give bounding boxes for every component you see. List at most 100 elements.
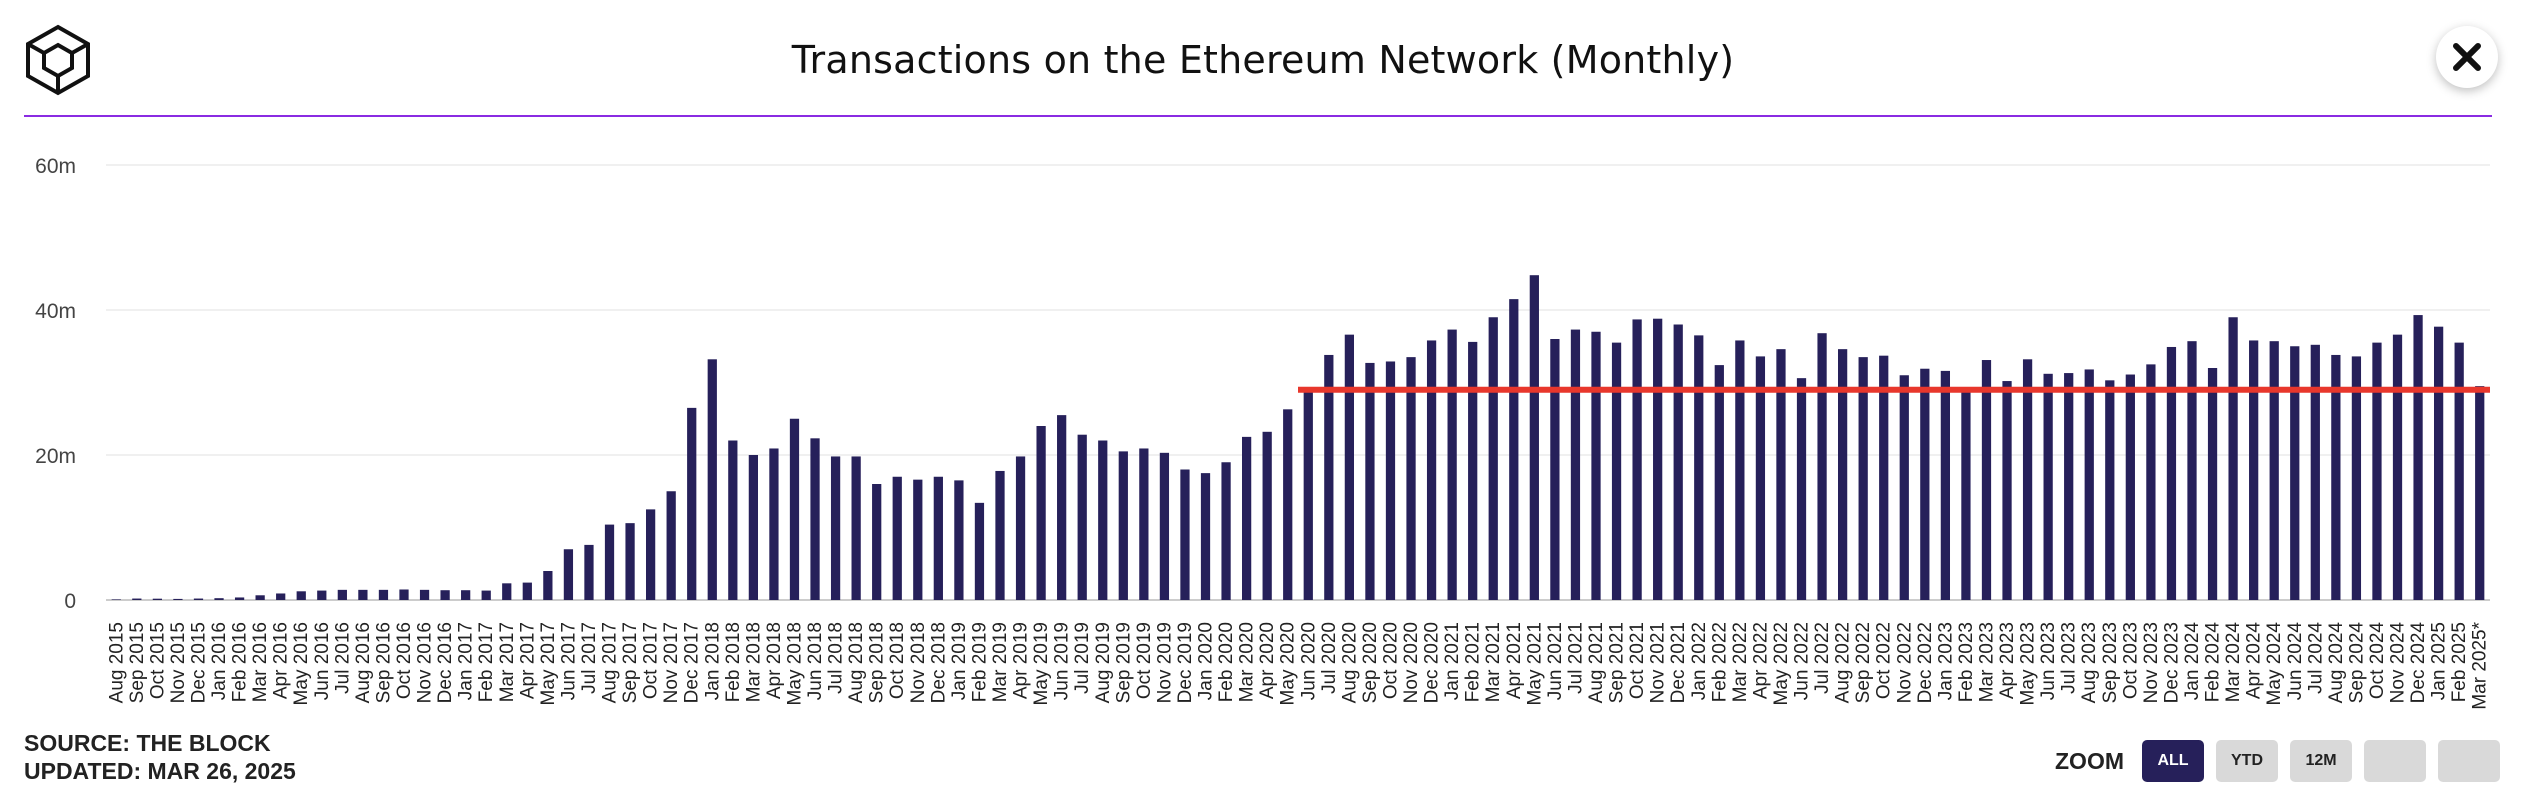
x-tick-label: Feb 2020	[1216, 622, 1237, 702]
bar	[2331, 354, 2341, 600]
bar	[872, 484, 882, 600]
x-tick-label: May 2017	[538, 622, 559, 705]
x-tick-label: Aug 2018	[846, 622, 867, 703]
bar	[234, 597, 245, 600]
bar	[2413, 315, 2423, 600]
close-button[interactable]	[2436, 26, 2498, 88]
bar	[2454, 342, 2464, 600]
x-tick-label: Dec 2024	[2408, 622, 2429, 704]
x-tick-label: Dec 2022	[1915, 622, 1936, 703]
x-tick-label: Sep 2023	[2100, 622, 2121, 703]
bar	[1262, 431, 1272, 600]
bar	[1139, 448, 1149, 600]
x-tick-label: Dec 2015	[188, 622, 209, 703]
bar	[2002, 381, 2012, 600]
bar	[2022, 359, 2033, 600]
source-note: SOURCE: THE BLOCK UPDATED: MAR 26, 2025	[24, 729, 296, 785]
x-tick-label: Nov 2021	[1648, 622, 1669, 703]
x-tick-label: Jun 2024	[2285, 622, 2306, 701]
bar	[748, 455, 759, 600]
source-text: SOURCE: THE BLOCK	[24, 730, 271, 756]
bar	[1550, 339, 1560, 600]
bar	[707, 359, 717, 600]
bar	[1899, 375, 1909, 600]
x-tick-label: May 2022	[1771, 622, 1792, 705]
zoom-controls: ZOOM ALL YTD 12M	[2055, 740, 2500, 782]
bar	[584, 544, 594, 600]
x-tick-label: Sep 2022	[1853, 622, 1874, 703]
zoom-label: ZOOM	[2055, 747, 2124, 774]
x-tick-label: Nov 2018	[908, 622, 929, 703]
bar	[728, 440, 738, 600]
zoom-ytd-button[interactable]: YTD	[2216, 740, 2278, 782]
x-tick-label: Jan 2024	[2182, 622, 2203, 701]
x-tick-label: Sep 2018	[867, 622, 888, 703]
bar	[2187, 341, 2197, 600]
bar	[1283, 409, 1293, 600]
x-tick-label: Jan 2021	[1442, 622, 1463, 700]
bar	[1324, 354, 1334, 600]
x-tick-label: Feb 2024	[2203, 622, 2224, 703]
x-tick-label: Aug 2017	[600, 622, 621, 703]
x-tick-label: Jun 2019	[1052, 622, 1073, 700]
bar	[625, 523, 635, 600]
bar	[563, 549, 574, 600]
x-tick-label: Feb 2023	[1956, 622, 1977, 702]
zoom-extra-button-1[interactable]	[2364, 740, 2426, 782]
zoom-all-button[interactable]: ALL	[2142, 740, 2204, 782]
bar	[1776, 349, 1786, 600]
bar	[2043, 373, 2053, 600]
x-tick-label: Sep 2015	[127, 622, 148, 703]
x-tick-label: Aug 2023	[2079, 622, 2100, 703]
x-tick-label: Jun 2020	[1298, 622, 1319, 700]
x-tick-label: Dec 2018	[928, 622, 949, 703]
x-tick-label: Jan 2018	[702, 622, 723, 700]
x-tick-label: Mar 2017	[497, 622, 518, 702]
x-tick-label: Mar 2024	[2223, 622, 2244, 703]
x-tick-label: Apr 2017	[517, 622, 538, 699]
x-tick-label: Feb 2018	[723, 622, 744, 702]
x-tick-label: Mar 2025*	[2470, 621, 2491, 709]
bar	[1344, 334, 1355, 600]
bar	[666, 491, 676, 600]
x-tick-label: Apr 2020	[1257, 622, 1278, 699]
x-tick-label: Jan 2017	[456, 622, 477, 700]
bar	[2064, 373, 2074, 600]
bar	[1365, 362, 1375, 600]
bar	[1057, 415, 1067, 600]
bar	[1509, 299, 1519, 600]
x-tick-label: Jul 2023	[2059, 622, 2080, 694]
x-tick-label: Oct 2022	[1874, 622, 1895, 699]
bar	[1920, 368, 1930, 600]
zoom-extra-button-2[interactable]	[2438, 740, 2500, 782]
bar	[276, 593, 286, 600]
chart-title: Transactions on the Ethereum Network (Mo…	[791, 38, 1735, 82]
bar	[1653, 318, 1663, 600]
bar	[1447, 329, 1457, 600]
bar	[1077, 434, 1087, 600]
bar	[1200, 473, 1211, 600]
bar	[337, 589, 347, 600]
x-tick-label: Jun 2017	[558, 622, 579, 700]
bar	[543, 571, 553, 600]
bar	[461, 590, 471, 600]
bar	[481, 590, 491, 600]
x-tick-label: May 2024	[2264, 622, 2285, 706]
bar	[255, 595, 265, 600]
bar	[214, 598, 224, 600]
bar	[995, 470, 1005, 600]
bar	[1981, 360, 1992, 600]
x-tick-label: Mar 2023	[1976, 622, 1997, 702]
bar	[687, 407, 697, 600]
x-tick-label: May 2018	[784, 622, 805, 705]
bar	[132, 598, 142, 600]
x-tick-label: Dec 2017	[682, 622, 703, 703]
x-tick-label: Oct 2017	[641, 622, 662, 699]
bar	[2433, 326, 2444, 600]
bar	[2269, 341, 2279, 600]
bar	[1036, 426, 1046, 600]
bar	[1796, 378, 1807, 600]
y-tick-label: 40m	[35, 300, 76, 323]
zoom-12m-button[interactable]: 12M	[2290, 740, 2352, 782]
